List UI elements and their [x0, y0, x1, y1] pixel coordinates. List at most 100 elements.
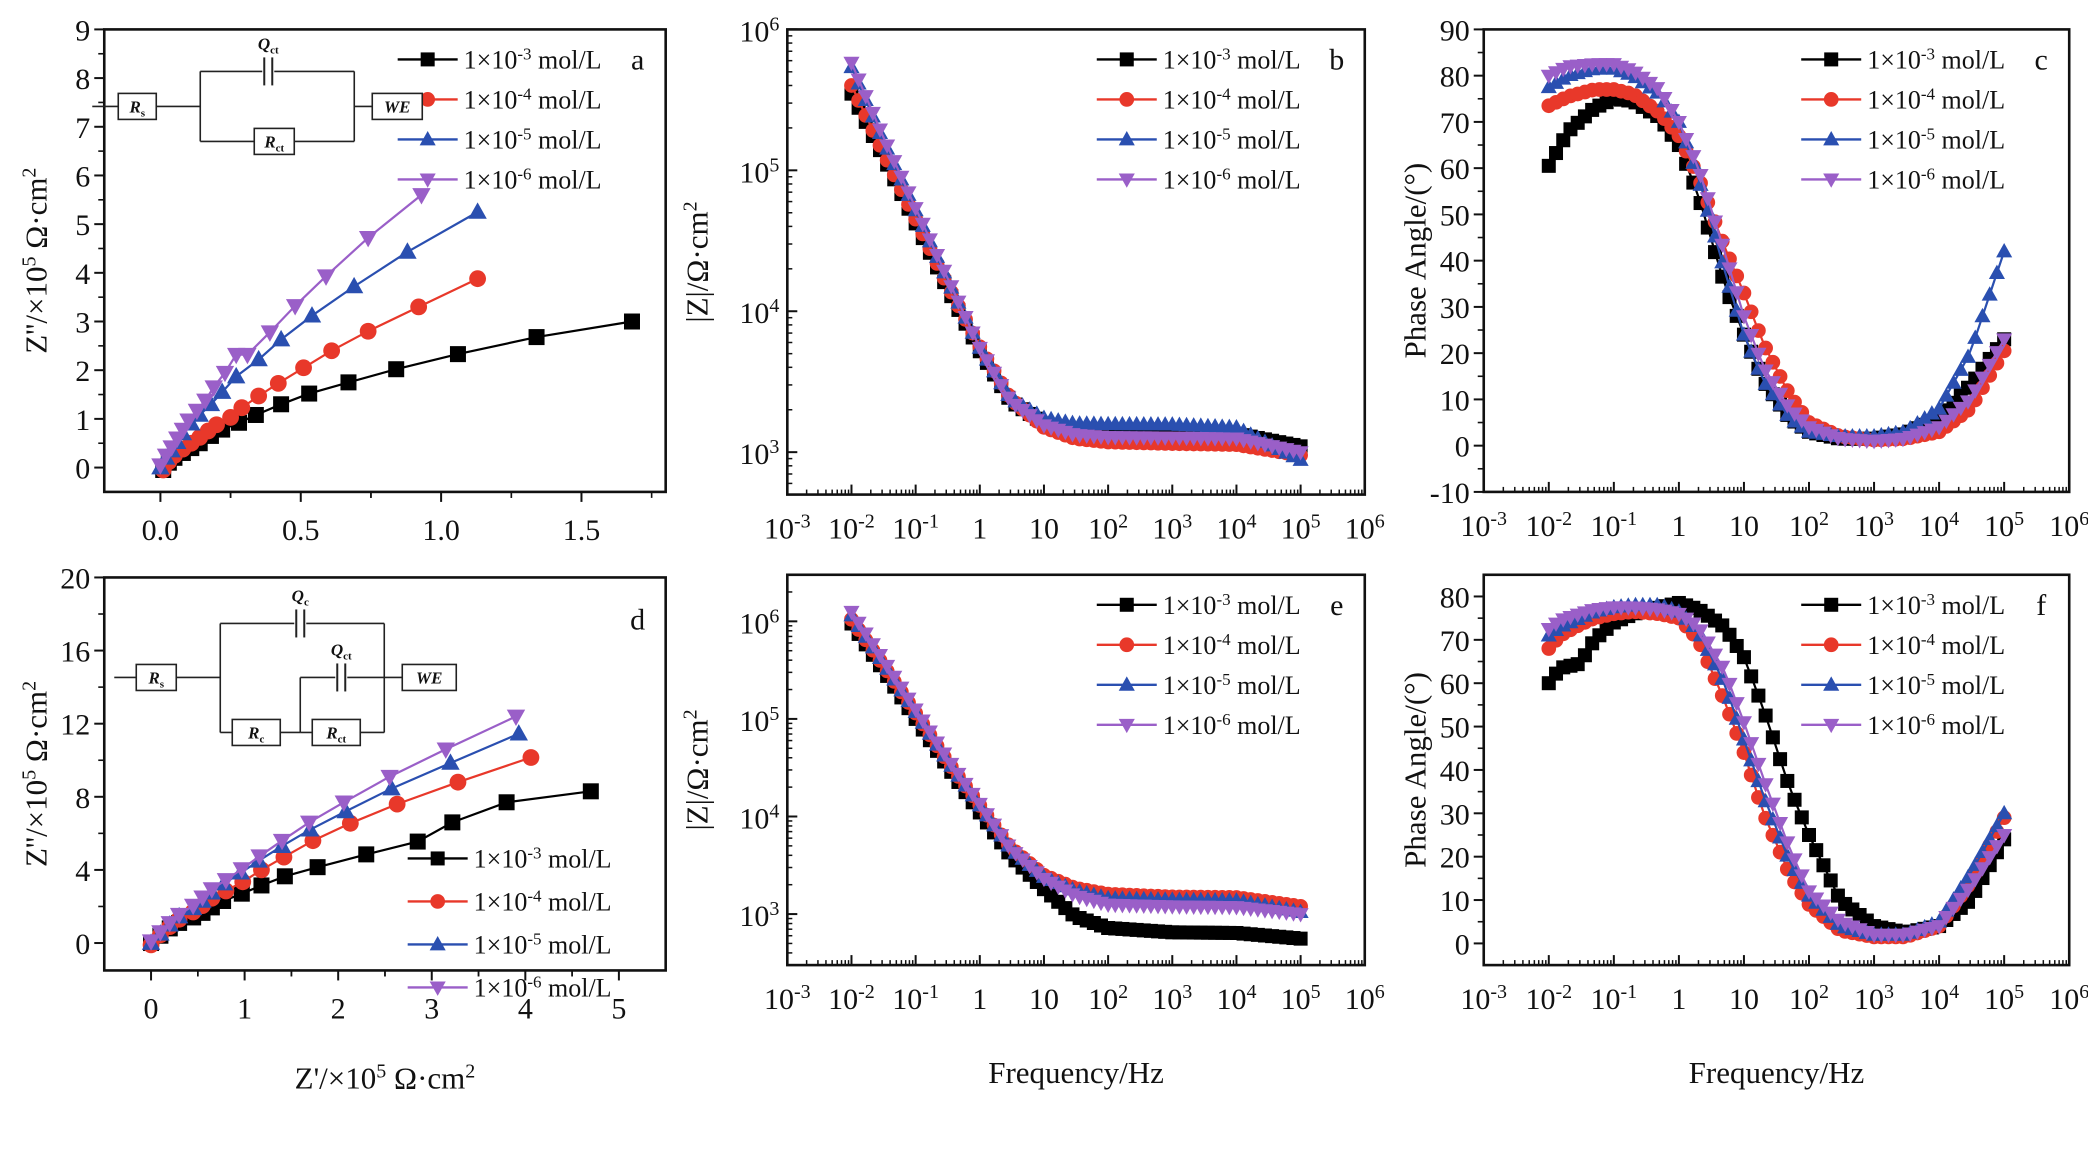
series-line — [1548, 62, 2006, 443]
data-point — [1772, 387, 1789, 403]
qct-capacitor-label: Qct — [258, 34, 279, 56]
data-point — [193, 890, 212, 907]
x-tick-label: 10-2 — [1525, 981, 1572, 1016]
data-point — [857, 627, 874, 642]
data-point — [1706, 215, 1724, 230]
data-point — [1988, 840, 2005, 855]
legend-item: 1×10-5 mol/L — [1801, 124, 2005, 154]
series-4 — [843, 56, 1309, 461]
legend-item: 1×10-3 mol/L — [1096, 44, 1301, 74]
legend-label: 1×10-6 mol/L — [1867, 709, 2005, 740]
data-point — [1938, 387, 1955, 402]
legend-item: 1×10-4 mol/L — [1801, 629, 2005, 660]
x-tick-label: 1 — [972, 983, 987, 1016]
data-point — [921, 725, 938, 740]
legend-item: 1×10-4 mol/L — [1801, 84, 2005, 115]
y-tick-label: 70 — [1440, 107, 1470, 140]
data-point — [1292, 908, 1309, 923]
series-4 — [843, 605, 1309, 923]
data-point — [409, 833, 426, 850]
legend-label: 1×10-3 mol/L — [464, 44, 602, 75]
legend-item: 1×10-6 mol/L — [1801, 164, 2005, 195]
data-point — [1996, 243, 2013, 258]
x-axis: 10-3 10-2 10-1 1 10 102 103 104 105 106 — [1460, 955, 2088, 1016]
y-tick-label: 4 — [75, 258, 90, 291]
data-point — [1547, 74, 1565, 89]
data-point — [276, 868, 293, 885]
x-tick-label: 106 — [1345, 511, 1385, 546]
y-tick-label: 12 — [60, 709, 90, 742]
y-tick-label: 6 — [75, 160, 90, 193]
data-point — [1750, 757, 1767, 773]
data-point — [309, 859, 326, 876]
x-tick-label: 10-2 — [828, 511, 875, 546]
data-point — [871, 123, 889, 138]
data-point — [1021, 409, 1038, 424]
plot-frame — [102, 28, 667, 494]
legend-label: 1×10-6 mol/L — [1163, 164, 1301, 195]
x-tick-label: 102 — [1789, 508, 1829, 543]
x-tick-label: 10-3 — [764, 511, 811, 546]
legend: 1×10-3 mol/L 1×10-4 mol/L 1×10-5 mol/L 1×10… — [1096, 589, 1301, 740]
legend-label: 1×10-6 mol/L — [1867, 164, 2005, 195]
data-point — [226, 366, 246, 384]
legend-label: 1×10-5 mol/L — [474, 929, 612, 960]
legend-marker — [1119, 597, 1134, 612]
x-tick-label: 102 — [1789, 981, 1829, 1016]
series-1 — [143, 783, 599, 952]
data-point — [1656, 92, 1673, 107]
legend-item: 1×10-4 mol/L — [1096, 84, 1301, 114]
data-point — [436, 742, 455, 759]
legend-marker — [1824, 597, 1839, 612]
x-tick-label: 1 — [237, 992, 252, 1025]
y-axis-title: Phase Angle/(°) — [1398, 163, 1433, 359]
x-tick-label: 10 — [1029, 983, 1059, 1016]
data-point — [900, 692, 917, 707]
data-point — [334, 795, 353, 812]
data-point — [1938, 911, 1955, 926]
data-point — [1549, 146, 1564, 161]
rc-resistor — [231, 718, 282, 747]
y-axis: 103 104 105 106 — [739, 591, 798, 954]
panel-f: 10-3 10-2 10-1 1 10 102 103 104 105 106 0 10 20 30 40 5… — [1398, 573, 2088, 1090]
data-point — [1035, 872, 1053, 888]
data-point — [1967, 329, 1984, 344]
data-point — [1757, 364, 1774, 379]
data-point — [233, 885, 250, 902]
legend-label: 1×10-6 mol/L — [464, 164, 602, 195]
panel-label: f — [2036, 589, 2046, 622]
data-point — [285, 299, 305, 316]
data-point — [468, 202, 487, 219]
data-point — [358, 846, 375, 863]
x-tick-label: 0 — [144, 992, 159, 1025]
data-point — [341, 814, 359, 832]
data-point — [208, 416, 225, 434]
legend-marker — [430, 894, 446, 909]
data-point — [907, 202, 924, 217]
x-tick-label: 106 — [1345, 981, 1385, 1016]
legend-item: 1×10-3 mol/L — [397, 44, 602, 75]
x-tick-label: 2 — [331, 992, 346, 1025]
y-tick-label: 50 — [1440, 199, 1470, 232]
plot-area — [141, 709, 599, 954]
x-tick-label: 0.0 — [142, 514, 180, 547]
data-point — [1750, 347, 1767, 363]
data-point — [1959, 348, 1977, 363]
legend-label: 1×10-4 mol/L — [1867, 629, 2005, 660]
legend-label: 1×10-4 mol/L — [1867, 84, 2005, 115]
legend-item: 1×10-5 mol/L — [397, 124, 602, 154]
y-tick-label: 0 — [75, 453, 90, 486]
x-tick-label: 0.5 — [282, 514, 320, 547]
data-point — [441, 753, 460, 770]
data-point — [1699, 636, 1716, 651]
y-axis-title: Z''/×105 Ω·cm2 — [18, 168, 53, 354]
legend-item: 1×10-4 mol/L — [407, 886, 612, 916]
data-point — [215, 365, 235, 383]
plot-area — [1540, 58, 2013, 450]
x-tick-label: 102 — [1088, 981, 1128, 1016]
data-point — [1692, 624, 1709, 639]
legend-label: 1×10-3 mol/L — [1163, 589, 1301, 620]
data-point — [1007, 398, 1024, 414]
